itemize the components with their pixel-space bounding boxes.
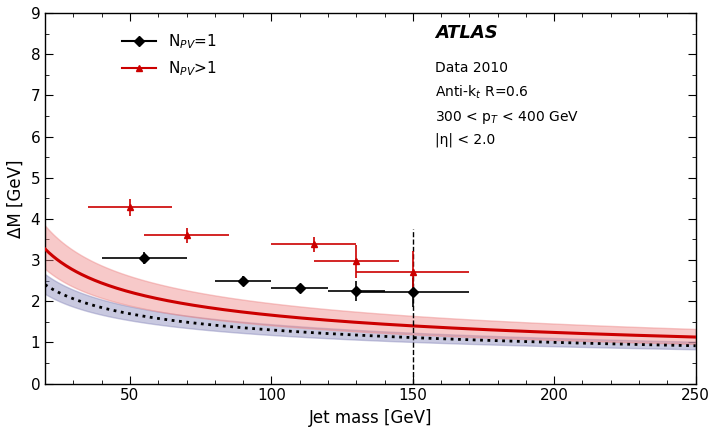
Text: ATLAS: ATLAS (435, 24, 498, 42)
Y-axis label: ΔM [GeV]: ΔM [GeV] (7, 159, 25, 237)
X-axis label: Jet mass [GeV]: Jet mass [GeV] (308, 409, 432, 427)
Text: Data 2010
Anti-k$_t$ R=0.6
300 < p$_T$ < 400 GeV
|η| < 2.0: Data 2010 Anti-k$_t$ R=0.6 300 < p$_T$ <… (435, 61, 579, 148)
Legend: N$_{PV}$=1, N$_{PV}$>1: N$_{PV}$=1, N$_{PV}$>1 (118, 28, 222, 82)
